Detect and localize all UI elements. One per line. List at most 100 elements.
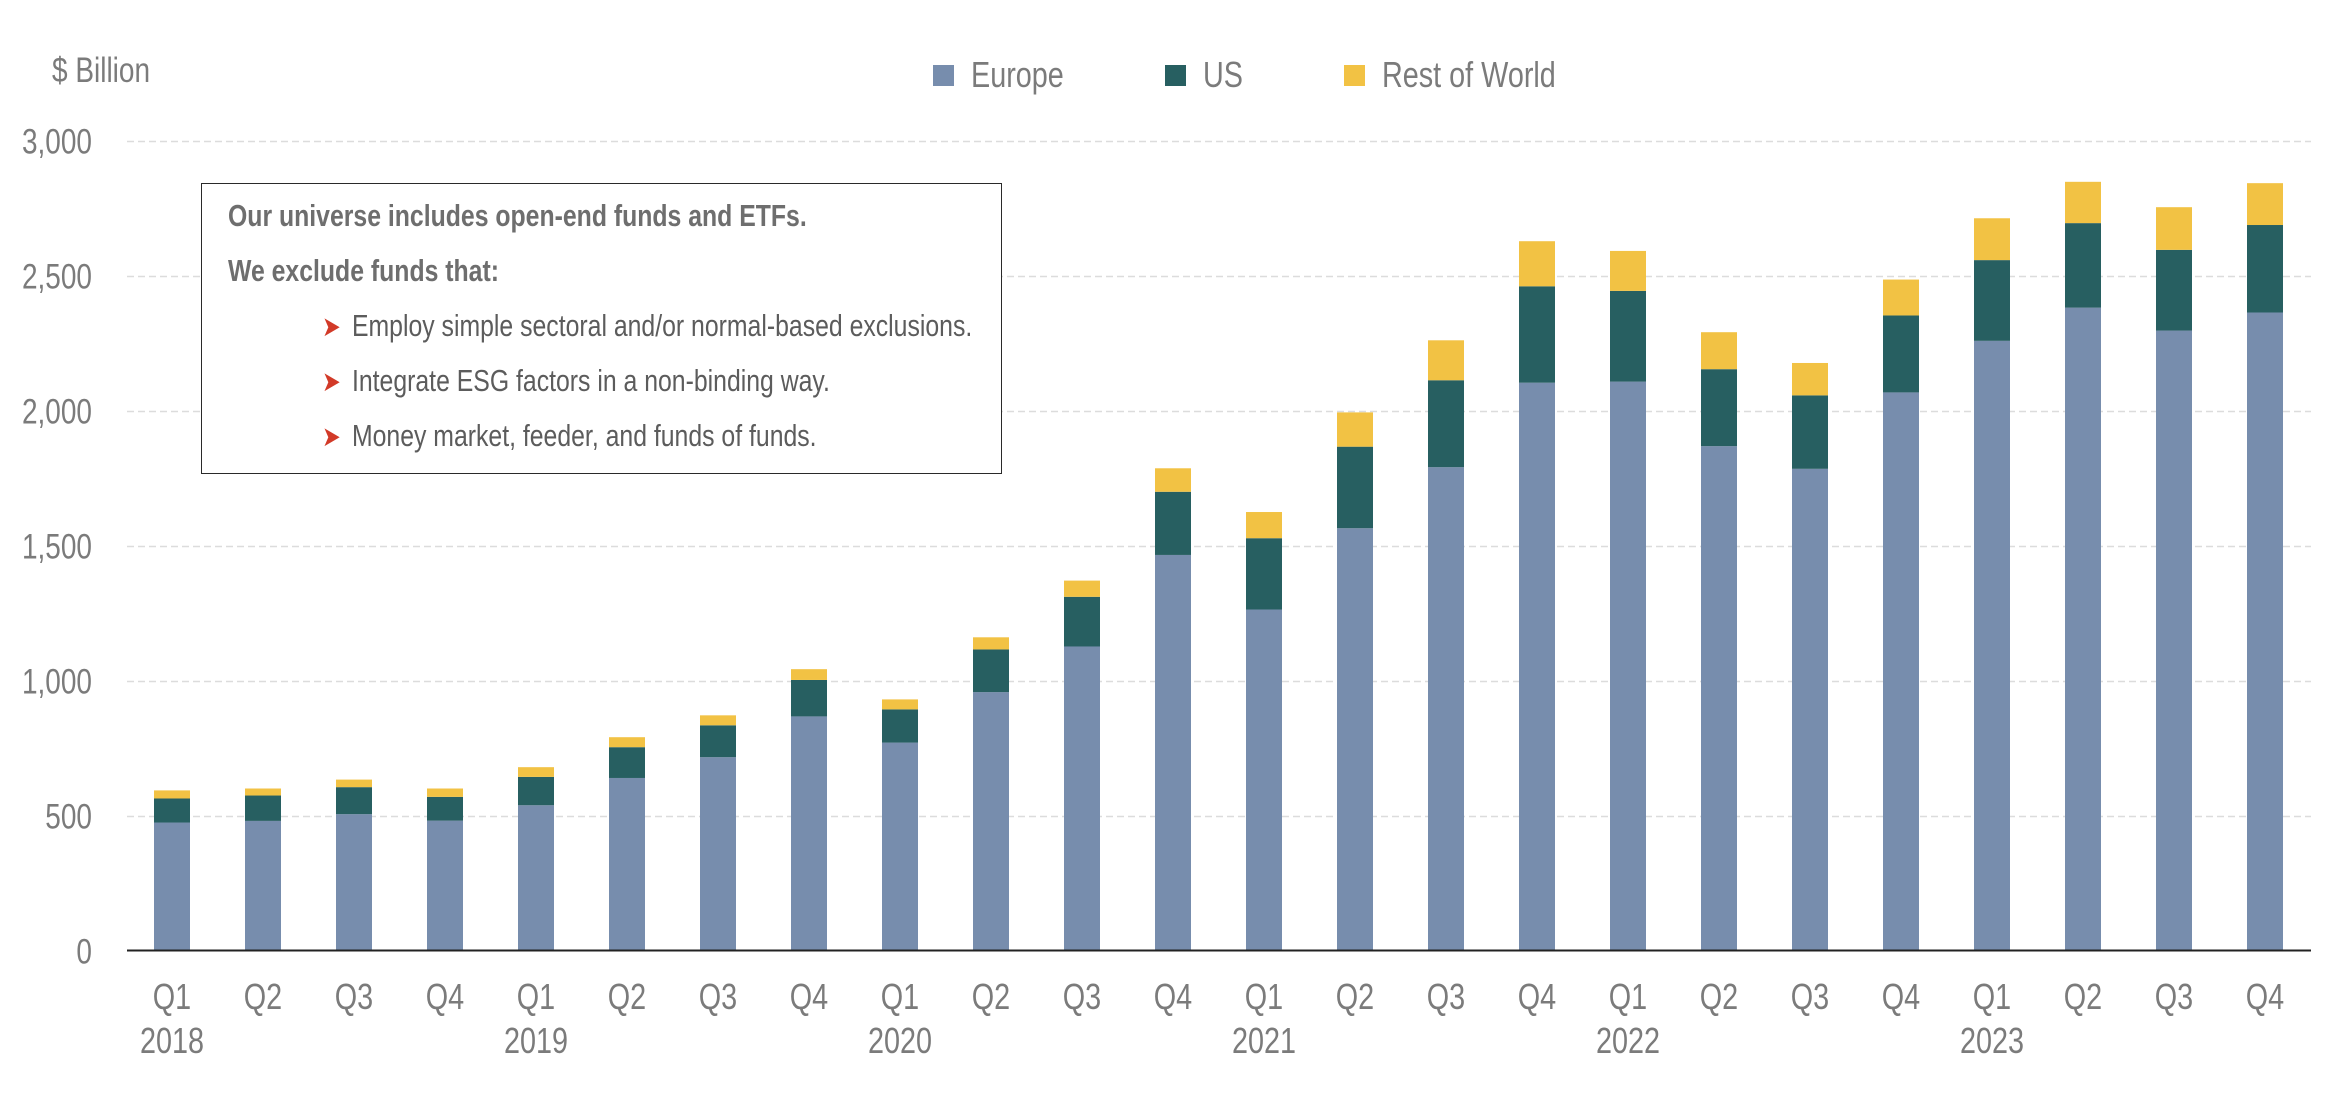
x-tick-year-label-group: 2019 bbox=[504, 1020, 568, 1061]
bar-segment-rest-of-world bbox=[1883, 279, 1919, 316]
x-tick-quarter-label-group: Q3 bbox=[2155, 976, 2193, 1017]
x-tick-quarter-label-group: Q3 bbox=[1427, 976, 1465, 1017]
bar-stack bbox=[1792, 362, 1828, 951]
bar-segment-rest-of-world bbox=[1155, 468, 1191, 492]
x-tick-quarter-label: Q4 bbox=[426, 976, 464, 1017]
bar-segment-europe bbox=[1064, 646, 1100, 951]
bar-segment-rest-of-world bbox=[427, 788, 463, 797]
legend-label-group: Europe bbox=[971, 54, 1064, 95]
x-tick-quarter-label: Q1 bbox=[1973, 976, 2011, 1017]
x-tick-quarter-label: Q4 bbox=[1882, 976, 1920, 1017]
legend-label-group: US bbox=[1203, 54, 1243, 95]
bar-segment-europe bbox=[336, 814, 372, 951]
bar-stack bbox=[1428, 340, 1464, 951]
x-tick-quarter-label-group: Q4 bbox=[790, 976, 828, 1017]
legend-item: Europe bbox=[933, 54, 1064, 95]
bar-segment-europe bbox=[1610, 381, 1646, 951]
x-tick-year-label: 2021 bbox=[1232, 1020, 1296, 1061]
bar-stack bbox=[2247, 183, 2283, 951]
bar-stack bbox=[2156, 207, 2192, 951]
bar-stack bbox=[1883, 279, 1919, 951]
bar-segment-rest-of-world bbox=[336, 779, 372, 788]
bar-segment-us bbox=[1246, 538, 1282, 610]
bar-segment-us bbox=[1792, 395, 1828, 469]
bar-segment-us bbox=[2156, 249, 2192, 331]
x-tick-year-label-group: 2023 bbox=[1960, 1020, 2024, 1061]
bar-segment-us bbox=[1701, 369, 1737, 447]
bar-stack bbox=[700, 715, 736, 951]
x-tick-quarter-label: Q1 bbox=[153, 976, 191, 1017]
x-tick-quarter-label-group: Q1 bbox=[1245, 976, 1283, 1017]
bar-stack bbox=[518, 767, 554, 951]
x-tick-year-label: 2019 bbox=[504, 1020, 568, 1061]
x-tick-quarter-label-group: Q2 bbox=[2064, 976, 2102, 1017]
y-tick-label: 2,500 bbox=[22, 256, 92, 296]
bar-segment-europe bbox=[609, 777, 645, 951]
legend-swatch bbox=[1165, 65, 1186, 86]
y-tick-label: 0 bbox=[76, 931, 92, 971]
bar-segment-europe bbox=[1155, 554, 1191, 951]
bar-segment-us bbox=[609, 747, 645, 778]
bar-segment-rest-of-world bbox=[1610, 250, 1646, 291]
x-tick-quarter-label: Q4 bbox=[1154, 976, 1192, 1017]
y-axis-ticks: 0 500 1,000 1,500 2,000 2,500 3,000 bbox=[22, 121, 92, 971]
x-tick-quarter-label: Q3 bbox=[699, 976, 737, 1017]
bar-segment-europe bbox=[1792, 468, 1828, 951]
x-tick-quarter-label: Q3 bbox=[1063, 976, 1101, 1017]
bar-segment-europe bbox=[2247, 312, 2283, 951]
note-bullet: ➤ Integrate ESG factors in a non-binding … bbox=[322, 363, 830, 399]
bar-segment-europe bbox=[973, 692, 1009, 951]
x-tick-quarter-label: Q1 bbox=[517, 976, 555, 1017]
y-tick-label: 1,000 bbox=[22, 661, 92, 701]
x-tick-quarter-label-group: Q4 bbox=[1154, 976, 1192, 1017]
bar-segment-rest-of-world bbox=[518, 767, 554, 777]
bar-segment-us bbox=[427, 796, 463, 821]
bar-stack bbox=[1610, 250, 1646, 951]
bar-segment-europe bbox=[154, 822, 190, 951]
bar-segment-rest-of-world bbox=[1064, 580, 1100, 597]
x-tick-quarter-label-group: Q1 bbox=[153, 976, 191, 1017]
x-tick-quarter-label-group: Q4 bbox=[426, 976, 464, 1017]
x-tick-quarter-label: Q3 bbox=[2155, 976, 2193, 1017]
bar-segment-rest-of-world bbox=[1337, 412, 1373, 447]
x-tick-year-label: 2018 bbox=[140, 1020, 204, 1061]
x-tick-quarter-label: Q2 bbox=[1336, 976, 1374, 1017]
bar-stack bbox=[973, 637, 1009, 951]
legend-item: US bbox=[1165, 54, 1243, 95]
bar-segment-europe bbox=[1974, 340, 2010, 951]
legend-label: Rest of World bbox=[1382, 54, 1556, 95]
note-bullet-text: Employ simple sectoral and/or normal-bas… bbox=[351, 308, 973, 343]
y-tick-label-group: 1,500 bbox=[22, 526, 92, 566]
bar-segment-rest-of-world bbox=[700, 715, 736, 726]
bar-segment-us bbox=[1337, 446, 1373, 529]
x-tick-quarter-label-group: Q4 bbox=[1518, 976, 1556, 1017]
bar-segment-rest-of-world bbox=[2065, 181, 2101, 224]
x-tick-quarter-label-group: Q1 bbox=[881, 976, 919, 1017]
bar-segment-us bbox=[1064, 596, 1100, 647]
x-tick-quarter-label: Q2 bbox=[608, 976, 646, 1017]
bar-stack bbox=[245, 788, 281, 951]
bar-segment-rest-of-world bbox=[2156, 207, 2192, 250]
y-tick-label-group: 500 bbox=[45, 796, 92, 836]
bar-segment-us bbox=[1155, 491, 1191, 555]
x-tick-quarter-label-group: Q3 bbox=[1791, 976, 1829, 1017]
bar-segment-rest-of-world bbox=[609, 737, 645, 748]
x-tick-quarter-label-group: Q4 bbox=[1882, 976, 1920, 1017]
bar-segment-us bbox=[2247, 225, 2283, 313]
legend-label: Europe bbox=[971, 54, 1064, 95]
bar-segment-rest-of-world bbox=[1701, 332, 1737, 370]
bar-segment-us bbox=[1974, 260, 2010, 341]
x-tick-year-label-group: 2022 bbox=[1596, 1020, 1660, 1061]
x-tick-year-label: 2023 bbox=[1960, 1020, 2024, 1061]
bar-segment-us bbox=[882, 709, 918, 743]
y-tick-label: 500 bbox=[45, 796, 92, 836]
y-tick-label-group: 2,000 bbox=[22, 391, 92, 431]
arrow-right-icon: ➤ bbox=[322, 311, 341, 342]
bar-stack bbox=[1701, 332, 1737, 951]
bar-segment-rest-of-world bbox=[1519, 241, 1555, 287]
x-tick-year-label: 2020 bbox=[868, 1020, 932, 1061]
bar-stack bbox=[791, 669, 827, 951]
bar-segment-rest-of-world bbox=[1246, 512, 1282, 539]
x-tick-quarter-label-group: Q1 bbox=[1973, 976, 2011, 1017]
y-tick-label-group: 0 bbox=[76, 931, 92, 971]
